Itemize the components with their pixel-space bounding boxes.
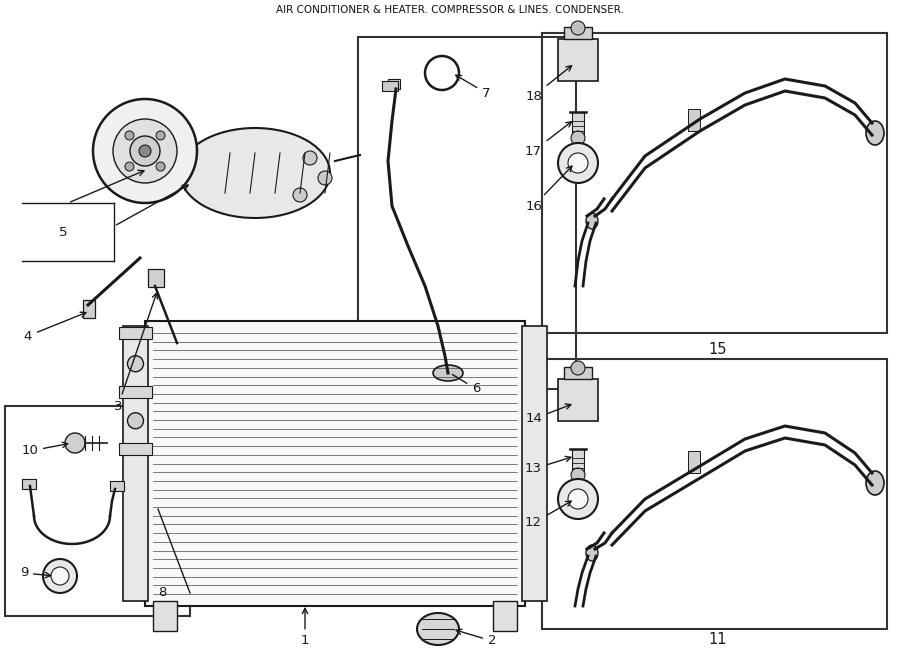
Bar — [388, 79, 400, 89]
Text: 5: 5 — [58, 225, 68, 239]
Bar — [688, 109, 700, 131]
Bar — [148, 269, 164, 287]
Bar — [83, 300, 95, 318]
Ellipse shape — [866, 121, 884, 145]
Bar — [119, 327, 152, 339]
Text: 18: 18 — [525, 65, 572, 102]
Text: 1: 1 — [301, 608, 310, 648]
Bar — [572, 112, 584, 134]
Text: 15: 15 — [709, 342, 727, 356]
Text: 13: 13 — [525, 456, 571, 475]
Circle shape — [128, 356, 143, 371]
Circle shape — [571, 468, 585, 482]
Bar — [558, 39, 598, 81]
Circle shape — [125, 162, 134, 171]
Circle shape — [113, 119, 177, 183]
Bar — [558, 379, 598, 421]
Circle shape — [128, 412, 143, 429]
Text: 6: 6 — [453, 374, 481, 395]
Circle shape — [568, 489, 588, 509]
Text: 11: 11 — [709, 631, 727, 646]
Bar — [382, 81, 398, 91]
Text: 16: 16 — [525, 166, 572, 212]
Text: 8: 8 — [158, 586, 166, 600]
Text: 7: 7 — [455, 75, 490, 100]
Text: 4: 4 — [23, 312, 86, 342]
Circle shape — [293, 188, 307, 202]
Circle shape — [93, 99, 197, 203]
Ellipse shape — [180, 128, 330, 218]
Text: 14: 14 — [525, 404, 571, 426]
Bar — [493, 601, 517, 631]
Ellipse shape — [586, 545, 598, 561]
Bar — [564, 367, 592, 379]
Ellipse shape — [586, 213, 598, 229]
Circle shape — [139, 145, 151, 157]
Bar — [522, 326, 547, 601]
Bar — [564, 27, 592, 39]
Bar — [358, 37, 576, 389]
Text: 9: 9 — [20, 566, 50, 580]
Circle shape — [303, 151, 317, 165]
Text: 17: 17 — [525, 122, 572, 157]
Bar — [145, 321, 525, 606]
Text: 10: 10 — [21, 442, 68, 457]
Bar — [153, 601, 177, 631]
Bar — [5, 406, 190, 616]
Bar — [688, 451, 700, 473]
Circle shape — [51, 567, 69, 585]
Circle shape — [571, 21, 585, 35]
Circle shape — [558, 143, 598, 183]
Bar — [572, 449, 584, 471]
Bar — [119, 444, 152, 455]
Text: 3: 3 — [113, 293, 158, 412]
Text: AIR CONDITIONER & HEATER. COMPRESSOR & LINES. CONDENSER.: AIR CONDITIONER & HEATER. COMPRESSOR & L… — [276, 5, 624, 15]
Ellipse shape — [433, 365, 463, 381]
Circle shape — [558, 479, 598, 519]
Circle shape — [156, 162, 165, 171]
Text: 2: 2 — [456, 629, 497, 648]
Circle shape — [130, 136, 160, 166]
Circle shape — [568, 153, 588, 173]
Circle shape — [571, 131, 585, 145]
Text: 12: 12 — [525, 501, 572, 529]
Bar — [542, 33, 887, 333]
Bar — [22, 479, 36, 489]
Bar — [542, 359, 887, 629]
Circle shape — [156, 131, 165, 140]
Bar — [110, 481, 124, 491]
Circle shape — [571, 361, 585, 375]
Circle shape — [125, 131, 134, 140]
Circle shape — [65, 433, 85, 453]
Ellipse shape — [417, 613, 459, 645]
Circle shape — [318, 171, 332, 185]
Bar — [123, 326, 148, 601]
Ellipse shape — [866, 471, 884, 495]
Bar — [119, 386, 152, 398]
Circle shape — [43, 559, 77, 593]
